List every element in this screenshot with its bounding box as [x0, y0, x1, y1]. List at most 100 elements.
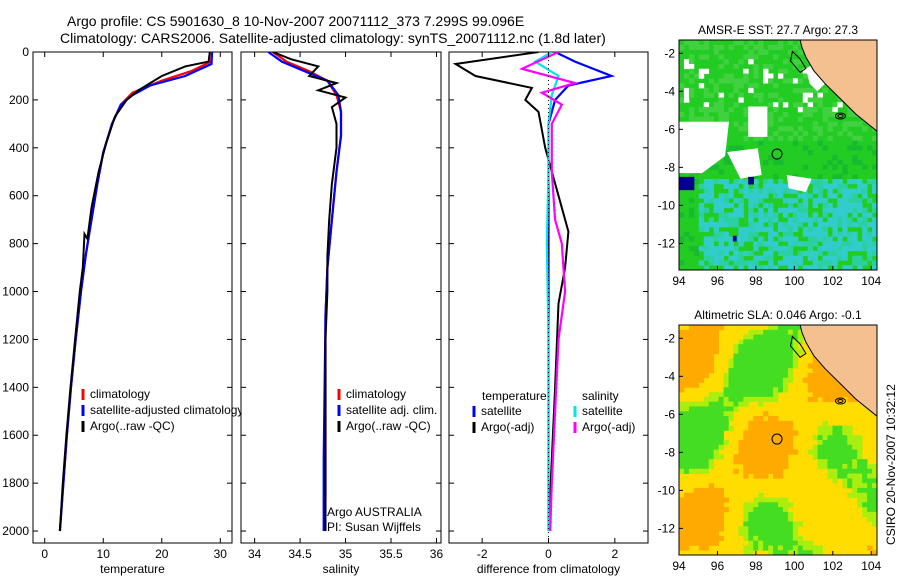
- sst-map-title: AMSR-E SST: 27.7 Argo: 27.3: [698, 23, 858, 37]
- sst-map-ytick-label-3: -8: [664, 160, 675, 174]
- difference-series-line-3: [518, 52, 580, 532]
- header-line1: Argo profile: CS 5901630_8 10-Nov-2007 2…: [67, 13, 524, 29]
- sla-enggano-outline: [834, 397, 846, 405]
- salinity-xtick-label-3: 35.5: [379, 547, 403, 561]
- sst-missing-data-4: [786, 175, 812, 193]
- temperature-legend-label-0: climatology: [90, 387, 150, 401]
- sst-land-sumatra: [799, 40, 877, 132]
- sla-map-xtick-label-3: 100: [784, 559, 804, 573]
- sla-map-ytick-label-3: -8: [664, 445, 675, 459]
- temperature-xtick-label-0: 0: [41, 547, 48, 561]
- header-line2: Climatology: CARS2006. Satellite-adjuste…: [60, 30, 606, 46]
- sst-map-ytick-label-2: -6: [664, 122, 675, 136]
- temperature-panel: 0 10 20 30 temperature 0 200 400 600 800 1000 1200 1…: [2, 45, 243, 576]
- salinity-panel: 34 34.5 35 35.5 36 salinity climatology satelli…: [240, 51, 444, 576]
- sla-map-panel: Altimetric SLA: 0.046 Argo: -0.1 94 96 98 10…: [658, 308, 882, 573]
- depth-tick-label-10: 2000: [2, 524, 29, 538]
- sst-map-frame: [678, 39, 878, 271]
- sst-cold-pixel-2: [732, 235, 737, 242]
- sst-map-xtick-label-5: 104: [861, 274, 881, 288]
- sla-map-title: Altimetric SLA: 0.046 Argo: -0.1: [694, 308, 862, 322]
- difference-xlabel: difference from climatology: [477, 562, 620, 576]
- salinity-legend-label-0: climatology: [346, 387, 406, 401]
- sst-map-xtick-label-0: 94: [672, 274, 686, 288]
- sla-argo-marker: [771, 433, 783, 445]
- sla-map-ytick-label-2: -6: [664, 407, 675, 421]
- sst-map-field: [679, 40, 877, 270]
- depth-tick-label-8: 1600: [2, 428, 29, 442]
- depth-tick-label-6: 1200: [2, 332, 29, 346]
- sst-missing-data-0: [679, 121, 729, 174]
- depth-tick-label-7: 1400: [2, 380, 29, 394]
- salinity-series-group: [267, 52, 348, 531]
- difference-legend-title-1: salinity: [582, 389, 619, 403]
- difference-series-group: [452, 52, 616, 532]
- temperature-plot-frame: [32, 51, 233, 544]
- sla-map-ytick-label-5: -12: [658, 521, 676, 535]
- sst-missing-data-3: [727, 148, 762, 179]
- sst-map-xtick-label-2: 98: [749, 274, 763, 288]
- sst-cold-pixel-0: [679, 176, 695, 191]
- salinity-xtick-label-0: 34: [248, 547, 262, 561]
- sla-island-outline: [789, 335, 807, 358]
- depth-tick-label-5: 1000: [2, 285, 29, 299]
- sla-land-sumatra: [799, 325, 877, 417]
- salinity-xtick-label-4: 36: [430, 547, 444, 561]
- sst-enggano-outline: [834, 112, 846, 120]
- sla-map-xtick-label-1: 96: [711, 559, 725, 573]
- sla-map-xtick-label-4: 102: [823, 559, 843, 573]
- sla-map-xtick-label-0: 94: [672, 559, 686, 573]
- difference-legend-title-0: temperature: [482, 389, 547, 403]
- sst-argo-marker: [771, 148, 783, 160]
- sst-map-xtick-label-3: 100: [784, 274, 804, 288]
- salinity-annotation-line1: Argo AUSTRALIA: [327, 505, 422, 519]
- sla-map-field: [679, 325, 877, 555]
- salinity-annotation-line2: PI: Susan Wijffels: [327, 520, 421, 534]
- salinity-xlabel: salinity: [323, 562, 360, 576]
- sst-cold-pixel-1: [748, 176, 754, 185]
- sla-map-frame: [678, 324, 878, 556]
- sla-map-xtick-label-5: 104: [861, 559, 881, 573]
- sst-missing-data-1: [748, 106, 768, 137]
- depth-tick-label-0: 0: [22, 45, 29, 59]
- temperature-xtick-label-2: 20: [155, 547, 169, 561]
- sst-map-panel: AMSR-E SST: 27.7 Argo: 27.3 94 96 98 100 102 1…: [658, 23, 882, 288]
- difference-legend-label-1-1: Argo(-adj): [582, 420, 635, 434]
- sst-map-ytick-label-0: -2: [664, 46, 675, 60]
- difference-xtick-label-1: 0: [545, 547, 552, 561]
- sla-enggano-inner: [837, 399, 844, 404]
- salinity-xtick-label-1: 34.5: [288, 547, 312, 561]
- salinity-xtick-label-2: 35: [339, 547, 353, 561]
- temperature-series-group: [58, 52, 214, 532]
- temperature-legend-label-2: Argo(..raw -QC): [90, 419, 175, 433]
- depth-tick-label-4: 800: [9, 237, 29, 251]
- depth-tick-label-2: 400: [9, 141, 29, 155]
- sst-island-outline: [789, 50, 807, 73]
- difference-xtick-label-2: 2: [611, 547, 618, 561]
- temperature-xtick-label-1: 10: [97, 547, 111, 561]
- sst-map-xtick-label-4: 102: [823, 274, 843, 288]
- sla-map-ytick-label-4: -10: [658, 483, 676, 497]
- salinity-series-line-2: [272, 52, 348, 531]
- sst-map-ytick-label-5: -12: [658, 236, 676, 250]
- temperature-xlabel: temperature: [100, 562, 165, 576]
- sla-map-xtick-label-2: 98: [749, 559, 763, 573]
- difference-series-line-2: [533, 52, 560, 531]
- salinity-legend-label-1: satellite adj. clim.: [346, 403, 437, 417]
- side-timestamp: CSIRO 20-Nov-2007 10:32:12: [884, 384, 898, 545]
- difference-legend-label-0-1: Argo(-adj): [481, 420, 534, 434]
- depth-tick-label-3: 600: [9, 189, 29, 203]
- depth-tick-label-9: 1800: [2, 476, 29, 490]
- sla-map-ytick-label-0: -2: [664, 331, 675, 345]
- difference-xtick-label-0: -2: [477, 547, 488, 561]
- salinity-legend-label-2: Argo(..raw -QC): [346, 419, 431, 433]
- difference-legend-label-1-0: satellite: [582, 404, 623, 418]
- temperature-legend-label-1: satellite-adjusted climatology: [90, 403, 243, 417]
- sst-map-ytick-label-4: -10: [658, 198, 676, 212]
- sst-map-ytick-label-1: -4: [664, 84, 675, 98]
- sla-map-ytick-label-1: -4: [664, 369, 675, 383]
- depth-tick-label-1: 200: [9, 93, 29, 107]
- sst-enggano-inner: [837, 114, 844, 119]
